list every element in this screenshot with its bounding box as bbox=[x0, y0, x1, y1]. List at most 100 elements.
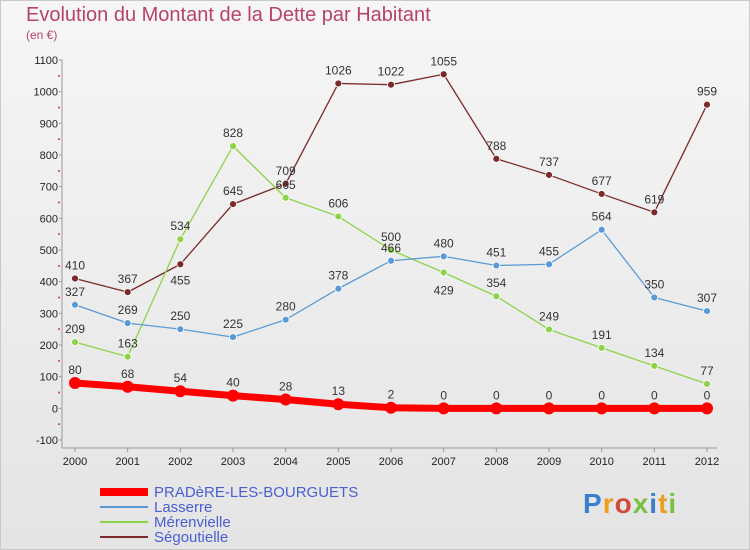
y-minor-tick bbox=[58, 201, 60, 204]
data-point bbox=[387, 256, 395, 265]
y-minor-tick bbox=[58, 74, 60, 77]
x-tick-label: 2002 bbox=[168, 456, 192, 468]
data-point bbox=[543, 402, 555, 415]
y-minor-tick bbox=[58, 264, 60, 267]
data-label: 709 bbox=[276, 164, 296, 178]
data-point bbox=[71, 274, 79, 283]
x-tick-label: 2011 bbox=[643, 456, 667, 468]
y-tick-label: 0 bbox=[52, 403, 58, 415]
data-label: 54 bbox=[174, 371, 188, 385]
data-point bbox=[387, 80, 395, 89]
data-point bbox=[492, 292, 501, 301]
data-label: 40 bbox=[226, 376, 240, 390]
data-point bbox=[439, 268, 448, 277]
data-label: 606 bbox=[328, 196, 348, 210]
data-point bbox=[69, 377, 81, 389]
data-label: 68 bbox=[121, 367, 135, 381]
logo-letter: r bbox=[602, 488, 615, 519]
data-point bbox=[71, 300, 79, 309]
data-point bbox=[703, 100, 711, 109]
data-label: 788 bbox=[486, 139, 506, 153]
data-point bbox=[227, 389, 239, 402]
y-tick-label: 800 bbox=[40, 150, 58, 162]
chart-subtitle: (en €) bbox=[26, 28, 58, 42]
y-tick-label: 100 bbox=[40, 372, 58, 384]
data-point bbox=[545, 260, 553, 269]
y-tick-label: 1000 bbox=[34, 87, 58, 99]
data-point bbox=[701, 402, 713, 415]
data-label: 163 bbox=[118, 337, 138, 351]
data-label: 0 bbox=[704, 388, 711, 402]
data-point bbox=[439, 252, 448, 261]
data-point bbox=[279, 393, 292, 406]
y-tick-label: 1100 bbox=[34, 55, 58, 67]
data-point bbox=[597, 343, 606, 352]
legend-label: Mérenvielle bbox=[154, 514, 231, 531]
y-minor-tick bbox=[58, 423, 60, 426]
data-label: 225 bbox=[223, 317, 243, 331]
y-minor-tick bbox=[58, 391, 60, 394]
data-point bbox=[176, 235, 185, 244]
y-tick-label: 900 bbox=[40, 118, 58, 130]
data-label: 280 bbox=[276, 300, 296, 314]
data-point bbox=[121, 380, 134, 393]
logo-letter: o bbox=[614, 488, 633, 519]
data-label: 249 bbox=[539, 309, 559, 323]
data-label: 354 bbox=[486, 276, 506, 290]
data-point bbox=[229, 333, 237, 341]
data-label: 209 bbox=[65, 322, 85, 336]
y-minor-tick bbox=[58, 328, 60, 331]
data-label: 13 bbox=[332, 384, 346, 398]
data-label: 410 bbox=[65, 259, 85, 273]
data-point bbox=[597, 225, 606, 234]
data-point bbox=[703, 307, 711, 316]
data-label: 0 bbox=[493, 388, 500, 402]
data-point bbox=[545, 171, 553, 179]
x-tick-label: 2000 bbox=[63, 456, 87, 468]
y-minor-tick bbox=[58, 296, 60, 299]
data-point bbox=[385, 401, 397, 414]
data-point bbox=[703, 380, 711, 388]
data-label: 2 bbox=[388, 388, 395, 402]
data-label: 77 bbox=[700, 364, 714, 378]
series-line-2 bbox=[74, 145, 708, 385]
data-point bbox=[490, 402, 503, 415]
y-tick-label: 200 bbox=[40, 340, 58, 352]
data-point bbox=[123, 352, 132, 361]
data-point bbox=[123, 319, 132, 328]
data-label: 959 bbox=[697, 85, 717, 99]
data-point bbox=[176, 325, 185, 334]
data-label: 677 bbox=[592, 174, 612, 188]
data-label: 429 bbox=[434, 283, 454, 297]
data-point bbox=[174, 385, 187, 398]
chart-title: Evolution du Montant de la Dette par Hab… bbox=[26, 4, 431, 26]
data-label: 307 bbox=[697, 291, 717, 305]
data-label: 191 bbox=[592, 328, 612, 342]
data-point bbox=[387, 246, 395, 254]
y-minor-tick bbox=[58, 138, 60, 141]
logo-letter: i bbox=[668, 488, 678, 519]
y-tick-label: -100 bbox=[36, 435, 58, 447]
data-point bbox=[650, 361, 659, 370]
data-label: 250 bbox=[170, 309, 190, 323]
legend-label: Ségoutielle bbox=[154, 529, 228, 546]
data-label: 455 bbox=[170, 273, 190, 287]
y-minor-tick bbox=[58, 233, 60, 236]
data-point bbox=[650, 208, 659, 217]
data-point bbox=[595, 402, 608, 415]
x-tick-label: 2007 bbox=[431, 456, 455, 468]
data-point bbox=[545, 325, 553, 334]
x-tick-label: 2009 bbox=[537, 456, 561, 468]
data-label: 378 bbox=[328, 269, 348, 283]
data-point bbox=[229, 142, 237, 151]
data-point bbox=[334, 79, 343, 88]
x-tick-label: 2004 bbox=[273, 456, 297, 468]
data-label: 564 bbox=[592, 210, 612, 224]
data-label: 367 bbox=[118, 272, 138, 286]
y-tick-label: 500 bbox=[40, 245, 58, 257]
data-label: 455 bbox=[539, 244, 559, 258]
data-point bbox=[597, 190, 606, 198]
y-tick-label: 400 bbox=[40, 277, 58, 289]
x-tick-label: 2012 bbox=[695, 456, 719, 468]
